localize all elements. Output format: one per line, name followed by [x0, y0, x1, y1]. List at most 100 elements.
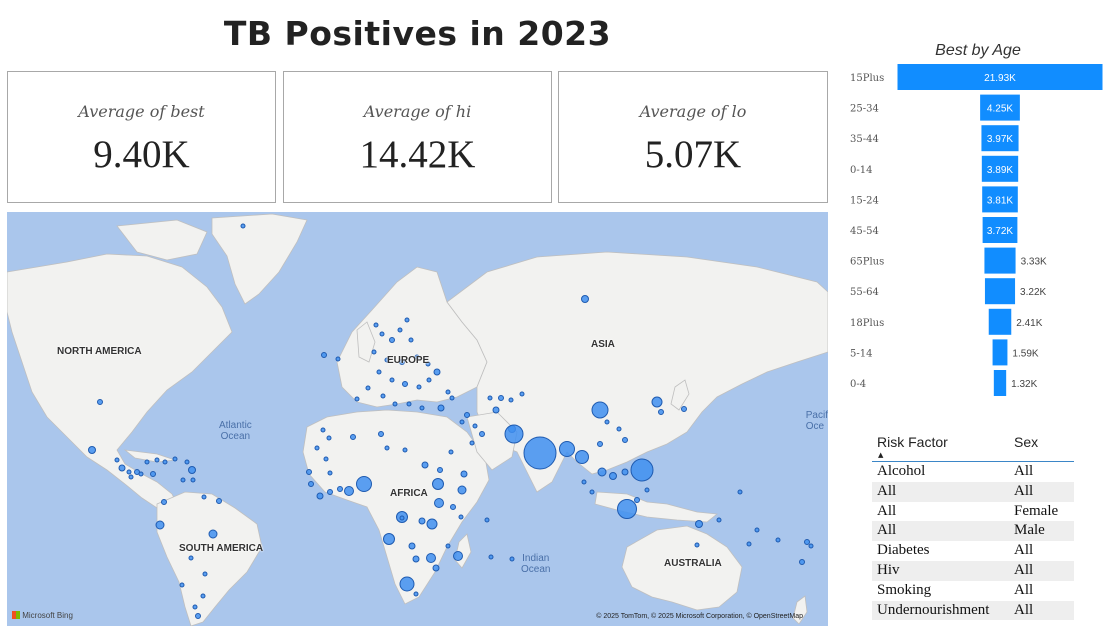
country-bubble[interactable]: [200, 593, 206, 599]
country-bubble[interactable]: [695, 520, 703, 528]
country-bubble[interactable]: [591, 401, 609, 419]
country-bubble[interactable]: [379, 331, 385, 337]
country-bubble[interactable]: [469, 440, 475, 446]
country-bubble[interactable]: [472, 423, 478, 429]
country-bubble[interactable]: [397, 327, 403, 333]
country-bubble[interactable]: [155, 520, 165, 530]
country-bubble[interactable]: [421, 461, 429, 469]
country-bubble[interactable]: [604, 419, 610, 425]
header-sex[interactable]: Sex: [1014, 434, 1039, 450]
country-bubble[interactable]: [320, 427, 326, 433]
country-bubble[interactable]: [383, 533, 395, 545]
table-row[interactable]: All Male: [872, 521, 1074, 542]
country-bubble[interactable]: [433, 368, 441, 376]
age-bar[interactable]: [984, 247, 1016, 274]
country-bubble[interactable]: [616, 426, 622, 432]
country-bubble[interactable]: [589, 489, 595, 495]
country-bubble[interactable]: [192, 604, 198, 610]
card-average-lo[interactable]: Average of lo 5.07K: [558, 71, 828, 203]
country-bubble[interactable]: [162, 459, 168, 465]
country-bubble[interactable]: [498, 395, 504, 401]
country-bubble[interactable]: [154, 457, 160, 463]
country-bubble[interactable]: [754, 527, 760, 533]
age-bar[interactable]: [988, 308, 1012, 335]
country-bubble[interactable]: [118, 464, 126, 472]
table-row[interactable]: Diabetes All: [872, 541, 1074, 561]
country-bubble[interactable]: [609, 472, 617, 480]
age-bar[interactable]: [993, 370, 1007, 396]
age-bar[interactable]: [992, 339, 1008, 366]
country-bubble[interactable]: [344, 486, 354, 496]
country-bubble[interactable]: [523, 436, 557, 470]
country-bubble[interactable]: [449, 395, 455, 401]
country-bubble[interactable]: [350, 434, 356, 440]
country-bubble[interactable]: [457, 485, 467, 495]
country-bubble[interactable]: [426, 518, 438, 530]
country-bubble[interactable]: [389, 377, 395, 383]
country-bubble[interactable]: [737, 489, 743, 495]
world-map[interactable]: NORTH AMERICA EUROPE ASIA AFRICA SOUTH A…: [7, 212, 828, 626]
country-bubble[interactable]: [581, 295, 589, 303]
country-bubble[interactable]: [621, 468, 629, 476]
country-bubble[interactable]: [384, 357, 390, 363]
country-bubble[interactable]: [195, 613, 201, 619]
country-bubble[interactable]: [180, 477, 186, 483]
country-bubble[interactable]: [202, 571, 208, 577]
country-bubble[interactable]: [188, 466, 196, 474]
best-by-age-chart[interactable]: 15Plus 21.93K 25-34 4.25K 35-44 3.97K 0-14 3.89…: [845, 60, 1105, 400]
country-bubble[interactable]: [327, 489, 333, 495]
country-bubble[interactable]: [634, 497, 640, 503]
country-bubble[interactable]: [216, 498, 222, 504]
country-bubble[interactable]: [88, 446, 96, 454]
country-bubble[interactable]: [651, 396, 663, 408]
country-bubble[interactable]: [389, 337, 395, 343]
country-bubble[interactable]: [179, 582, 185, 588]
header-risk-factor[interactable]: Risk Factor: [877, 434, 948, 450]
country-bubble[interactable]: [775, 537, 781, 543]
country-bubble[interactable]: [126, 469, 132, 475]
table-row[interactable]: All Female: [872, 502, 1074, 522]
country-bubble[interactable]: [484, 517, 490, 523]
country-bubble[interactable]: [426, 377, 432, 383]
country-bubble[interactable]: [413, 591, 419, 597]
country-bubble[interactable]: [716, 517, 722, 523]
country-bubble[interactable]: [694, 542, 700, 548]
country-bubble[interactable]: [144, 459, 150, 465]
country-bubble[interactable]: [432, 478, 444, 490]
country-bubble[interactable]: [402, 381, 408, 387]
country-bubble[interactable]: [487, 395, 493, 401]
country-bubble[interactable]: [306, 469, 312, 475]
age-bar[interactable]: [982, 217, 1018, 243]
country-bubble[interactable]: [184, 459, 190, 465]
country-bubble[interactable]: [448, 449, 454, 455]
country-bubble[interactable]: [425, 361, 431, 367]
country-bubble[interactable]: [617, 499, 637, 519]
country-bubble[interactable]: [188, 555, 194, 561]
country-bubble[interactable]: [419, 405, 425, 411]
country-bubble[interactable]: [376, 369, 382, 375]
table-row[interactable]: Smoking All: [872, 581, 1074, 601]
country-bubble[interactable]: [804, 539, 810, 545]
country-bubble[interactable]: [380, 393, 386, 399]
country-bubble[interactable]: [408, 542, 416, 550]
country-bubble[interactable]: [392, 401, 398, 407]
country-bubble[interactable]: [365, 385, 371, 391]
country-bubble[interactable]: [799, 559, 805, 565]
country-bubble[interactable]: [373, 322, 379, 328]
country-bubble[interactable]: [426, 553, 436, 563]
country-bubble[interactable]: [201, 494, 207, 500]
country-bubble[interactable]: [335, 356, 341, 362]
age-bar[interactable]: [981, 155, 1019, 182]
country-bubble[interactable]: [622, 437, 628, 443]
country-bubble[interactable]: [437, 404, 445, 412]
country-bubble[interactable]: [479, 431, 485, 437]
country-bubble[interactable]: [458, 514, 464, 520]
country-bubble[interactable]: [399, 515, 405, 521]
country-bubble[interactable]: [326, 435, 332, 441]
card-average-best[interactable]: Average of best 9.40K: [7, 71, 276, 203]
age-bar[interactable]: [897, 64, 1103, 90]
card-average-hi[interactable]: Average of hi 14.42K: [283, 71, 552, 203]
country-bubble[interactable]: [488, 554, 494, 560]
country-bubble[interactable]: [138, 471, 144, 477]
country-bubble[interactable]: [406, 401, 412, 407]
